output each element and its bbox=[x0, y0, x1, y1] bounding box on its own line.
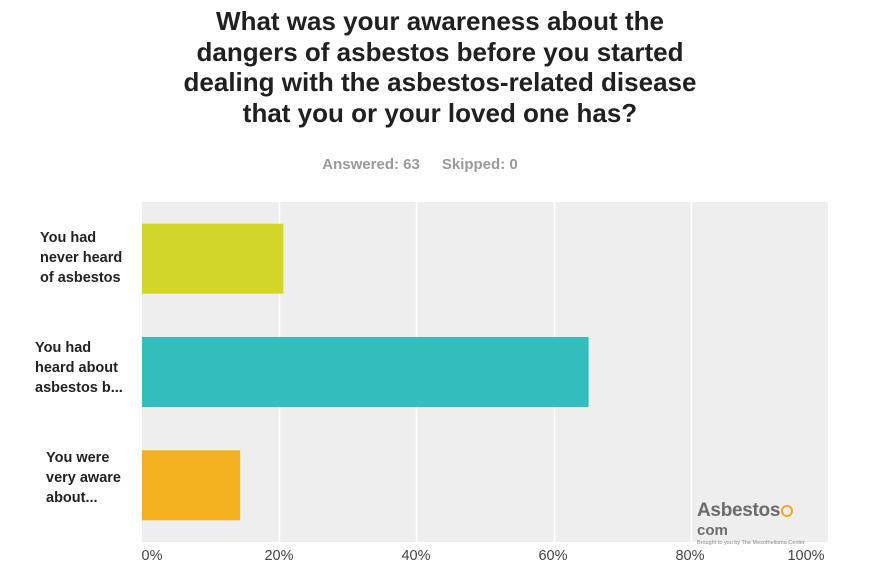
title-line: dealing with the asbestos-related diseas… bbox=[183, 67, 697, 97]
category-label-very-aware: You were very aware about... bbox=[46, 450, 121, 506]
plot-area bbox=[142, 202, 828, 542]
logo-word: Asbestos bbox=[697, 500, 781, 521]
x-tick-label: 100% bbox=[787, 548, 825, 564]
x-tick-label: 40% bbox=[401, 548, 431, 564]
chart-title: What was your awareness about the danger… bbox=[60, 6, 820, 128]
title-line: What was your awareness about the bbox=[216, 6, 664, 36]
bar bbox=[142, 223, 284, 294]
response-summary: Answered: 63 Skipped: 0 bbox=[0, 156, 840, 173]
x-tick-label: 80% bbox=[675, 548, 705, 564]
category-label-never-heard: You had never heard of asbestos bbox=[40, 230, 123, 286]
x-tick-label: 20% bbox=[264, 548, 294, 564]
category-label-heard-about: You had heard about asbestos b... bbox=[35, 340, 123, 396]
title-line: that you or your loved one has? bbox=[242, 97, 638, 128]
logo-suffix: com bbox=[697, 522, 728, 539]
x-tick-label: 0% bbox=[141, 548, 163, 564]
asbestos-logo: Asbestoscom Brought to you by The Mesoth… bbox=[697, 500, 819, 546]
x-tick-label: 60% bbox=[538, 548, 568, 564]
bar bbox=[142, 337, 589, 407]
bar bbox=[142, 450, 241, 521]
logo-dot-icon bbox=[781, 505, 794, 517]
logo-tagline: Brought to you by The Mesothelioma Cente… bbox=[697, 540, 805, 546]
answered-count: Answered: 63 bbox=[322, 156, 420, 173]
bar-chart bbox=[142, 202, 693, 542]
title-line: dangers of asbestos before you started bbox=[196, 36, 684, 67]
skipped-count: Skipped: 0 bbox=[441, 156, 518, 173]
